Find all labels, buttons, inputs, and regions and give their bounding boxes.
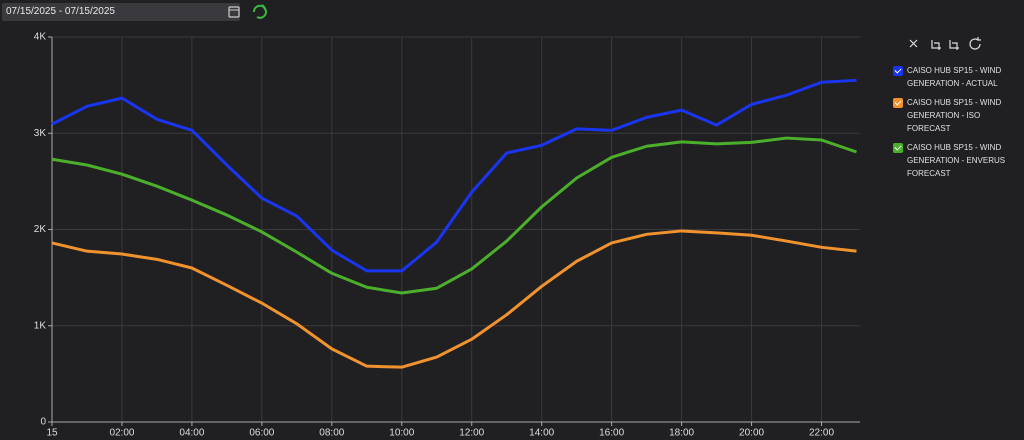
series-line bbox=[51, 136, 857, 295]
legend-checkbox[interactable] bbox=[893, 98, 903, 108]
series-line bbox=[51, 229, 857, 369]
refresh-icon[interactable] bbox=[252, 4, 267, 19]
x-tick-label: 22:00 bbox=[809, 428, 834, 439]
x-tick-label: 04:00 bbox=[179, 428, 204, 439]
y-tick-label: 1K bbox=[34, 320, 47, 331]
x-tick-label: 12:00 bbox=[459, 428, 484, 439]
x-tick-label: 20:00 bbox=[739, 428, 764, 439]
legend-checkbox[interactable] bbox=[893, 143, 903, 153]
legend-label: CAISO HUB SP15 - WIND GENERATION - ENVER… bbox=[907, 143, 1006, 178]
legend-label: CAISO HUB SP15 - WIND GENERATION - ISO F… bbox=[907, 98, 1002, 133]
x-tick-label: 15 bbox=[46, 428, 58, 439]
x-tick-label: 10:00 bbox=[389, 428, 414, 439]
legend: CAISO HUB SP15 - WIND GENERATION - ACTUA… bbox=[893, 64, 1023, 186]
x-tick-label: 18:00 bbox=[669, 428, 694, 439]
legend-label: CAISO HUB SP15 - WIND GENERATION - ACTUA… bbox=[907, 66, 1002, 88]
y-tick-label: 0 bbox=[40, 417, 46, 428]
legend-checkbox[interactable] bbox=[893, 66, 903, 76]
legend-item[interactable]: CAISO HUB SP15 - WIND GENERATION - ACTUA… bbox=[893, 64, 1023, 90]
date-range-input[interactable]: 07/15/2025 - 07/15/2025 bbox=[2, 3, 240, 21]
x-tick-label: 08:00 bbox=[319, 428, 344, 439]
legend-item[interactable]: CAISO HUB SP15 - WIND GENERATION - ENVER… bbox=[893, 141, 1023, 180]
toolbox[interactable] bbox=[909, 37, 981, 50]
y-tick-label: 2K bbox=[34, 224, 47, 235]
x-tick-label: 16:00 bbox=[599, 428, 624, 439]
y-tick-label: 3K bbox=[34, 128, 47, 139]
x-tick-label: 06:00 bbox=[249, 428, 274, 439]
x-tick-label: 02:00 bbox=[109, 428, 134, 439]
legend-item[interactable]: CAISO HUB SP15 - WIND GENERATION - ISO F… bbox=[893, 96, 1023, 135]
calendar-icon[interactable] bbox=[228, 6, 240, 18]
series-line bbox=[51, 78, 857, 273]
x-tick-label: 14:00 bbox=[529, 428, 554, 439]
y-tick-label: 4K bbox=[34, 32, 47, 43]
